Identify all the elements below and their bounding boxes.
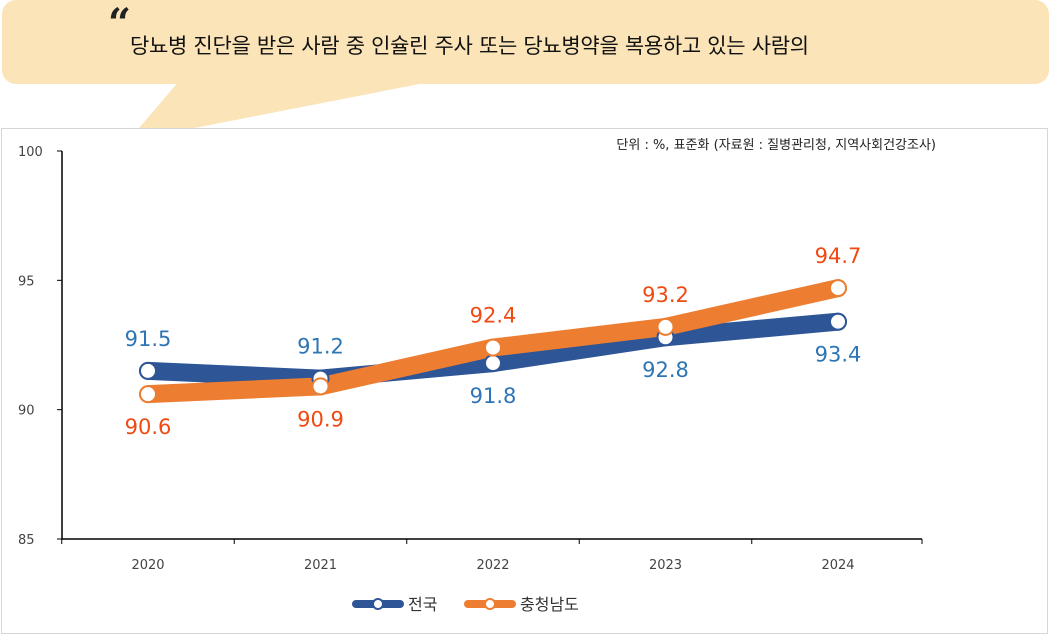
data-label-national: 93.4 <box>815 343 862 367</box>
line-chart: 단위 : %, 표준화 (자료원 : 질병관리청, 지역사회건강조사) 85 90… <box>18 138 936 614</box>
header-text: 당뇨병 진단을 받은 사람 중 인슐린 주사 또는 당뇨병약을 복용하고 있는 … <box>130 34 809 58</box>
data-labels: 91.5 91.2 91.8 92.8 93.4 90.6 90.9 92.4 93.2 94.7 <box>125 244 862 439</box>
chart-frame: 단위 : %, 표준화 (자료원 : 질병관리청, 지역사회건강조사) 85 90… <box>1 128 1048 634</box>
series-markers <box>139 279 847 404</box>
data-label-national: 92.8 <box>642 358 689 382</box>
data-point-chungnam <box>139 385 157 404</box>
data-label-chungnam: 90.6 <box>125 415 172 439</box>
data-label-chungnam: 92.4 <box>470 304 517 328</box>
data-label-chungnam: 94.7 <box>815 244 862 268</box>
data-point-chungnam <box>656 317 675 336</box>
callout-tail <box>128 80 440 141</box>
data-label-national: 91.8 <box>470 384 517 408</box>
data-point-chungnam <box>311 377 330 396</box>
x-axis-labels: 2020 2021 2022 2023 2024 <box>131 558 854 573</box>
x-tick-label: 2021 <box>304 558 337 573</box>
x-tick-label: 2023 <box>649 558 682 573</box>
y-tick-label: 100 <box>18 145 43 160</box>
y-tick-label: 85 <box>18 533 35 548</box>
legend-marker-national <box>372 598 384 610</box>
data-point-chungnam <box>484 338 502 357</box>
data-point-national <box>139 361 157 380</box>
data-point-national <box>829 312 847 331</box>
quote-mark: “ <box>108 0 132 47</box>
unit-note: 단위 : %, 표준화 (자료원 : 질병관리청, 지역사회건강조사) <box>616 138 936 153</box>
data-label-chungnam: 90.9 <box>297 407 344 431</box>
legend-label-chungnam: 충청남도 <box>520 595 579 614</box>
x-tick-label: 2024 <box>821 558 854 573</box>
x-tick-label: 2022 <box>476 558 509 573</box>
data-label-national: 91.2 <box>297 335 344 359</box>
data-label-national: 91.5 <box>125 327 172 351</box>
y-tick-label: 90 <box>18 404 35 419</box>
x-tick-label: 2020 <box>131 558 164 573</box>
legend-marker-chungnam <box>484 598 496 610</box>
data-point-chungnam <box>829 279 847 298</box>
legend-label-national: 전국 <box>408 595 437 614</box>
y-tick-label: 95 <box>18 274 35 289</box>
callout-bubble <box>2 0 1049 84</box>
legend: 전국 충청남도 <box>352 595 579 614</box>
data-point-national <box>484 354 502 373</box>
axes <box>57 150 923 544</box>
y-axis-labels: 85 90 95 100 <box>18 145 43 548</box>
data-label-chungnam: 93.2 <box>642 283 689 307</box>
